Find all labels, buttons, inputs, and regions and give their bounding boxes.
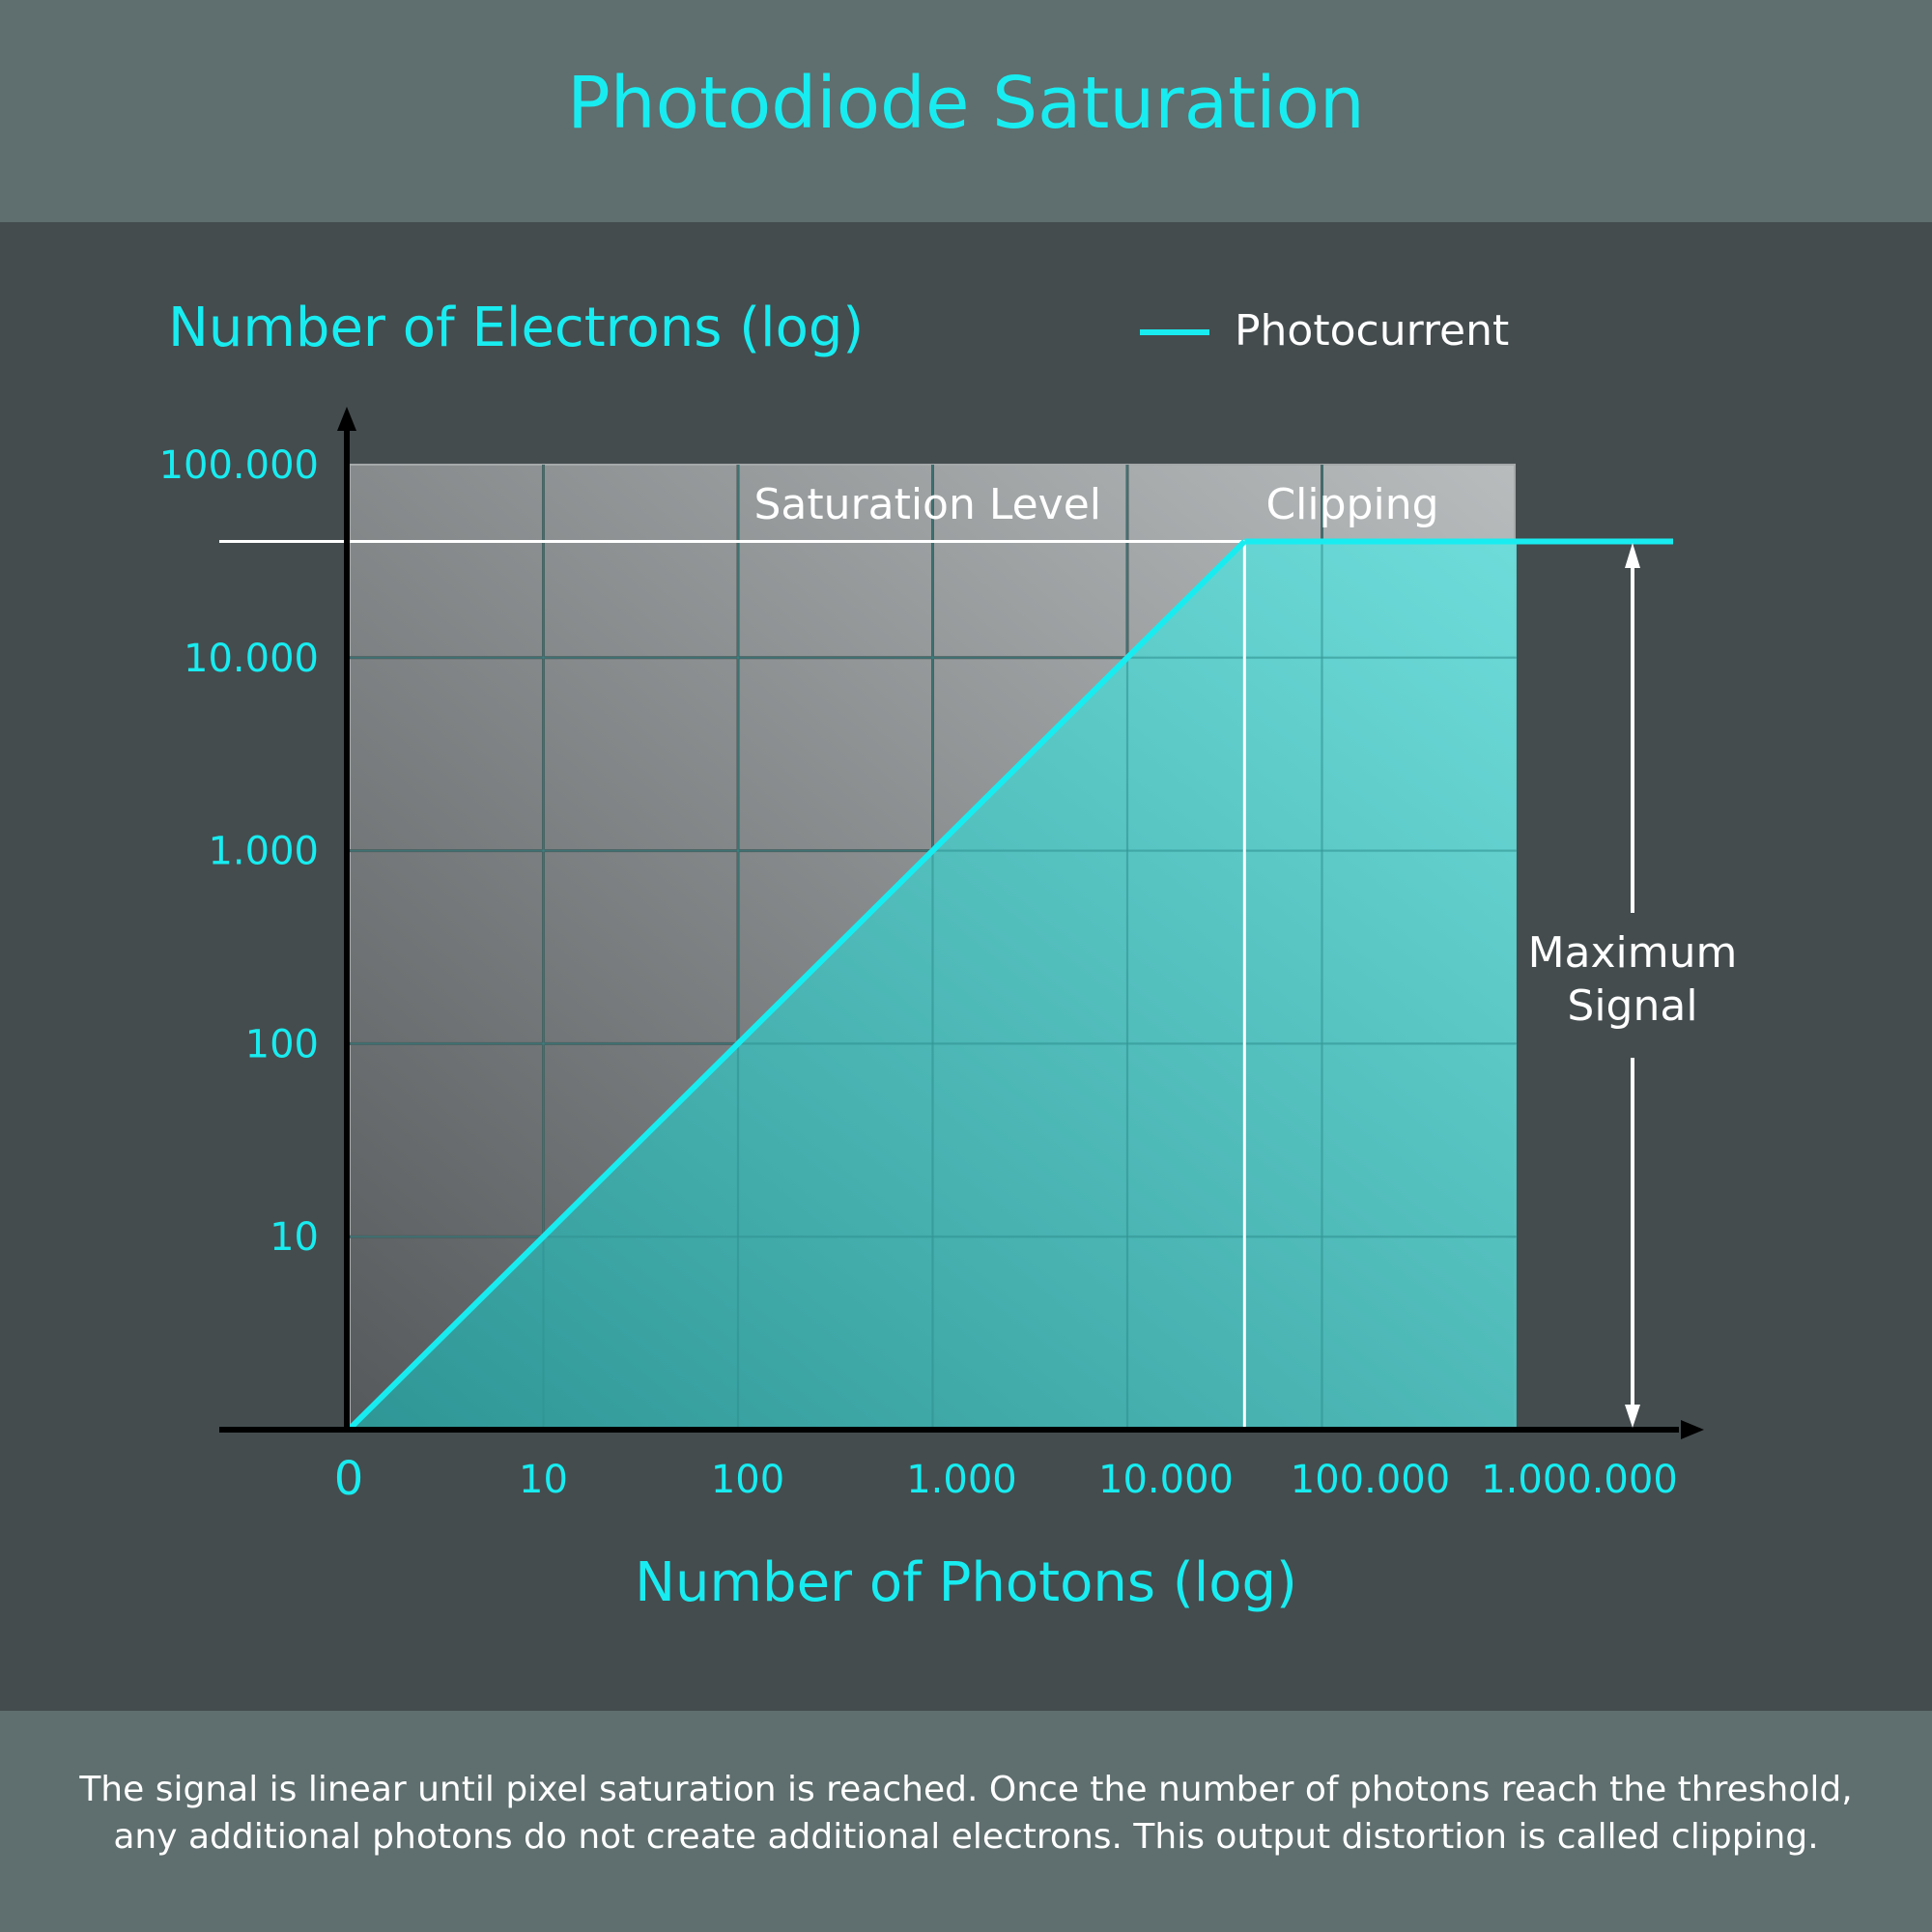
x-tick-label: 0 [334, 1452, 364, 1506]
x-tick-label: 1.000.000 [1481, 1458, 1678, 1502]
photocurrent-line [346, 539, 1247, 1433]
y-tick-label: 10.000 [184, 637, 319, 681]
y-tick-label: 100 [245, 1022, 319, 1066]
x-tick-label: 100 [711, 1458, 784, 1502]
x-axis-title: Number of Photons (log) [635, 1551, 1297, 1614]
clipping-label: Clipping [1265, 480, 1438, 529]
y-tick-label: 1.000 [208, 830, 319, 874]
y-axis-arrow [337, 407, 356, 431]
max-signal-label-line1: Maximum [1528, 928, 1738, 978]
legend-label: Photocurrent [1235, 306, 1509, 355]
page-title: Photodiode Saturation [567, 62, 1365, 145]
max-signal-arrowhead-down [1625, 1405, 1640, 1428]
caption-line-2: any additional photons do not create add… [113, 1817, 1819, 1857]
x-tick-label: 100.000 [1291, 1458, 1450, 1502]
max-signal-arrowhead-up [1625, 543, 1640, 568]
x-tick-label: 1.000 [906, 1458, 1017, 1502]
caption: The signal is linear until pixel saturat… [19, 1766, 1913, 1861]
max-signal-label-line2: Signal [1567, 981, 1697, 1031]
saturation-level-label: Saturation Level [754, 480, 1102, 529]
y-tick-labels: 10 100 1.000 10.000 100.000 [159, 443, 319, 1260]
x-tick-label: 10 [519, 1458, 568, 1502]
caption-line-1: The signal is linear until pixel saturat… [79, 1770, 1853, 1809]
header-band [0, 0, 1932, 222]
grid-lines-overlay [349, 465, 1517, 1430]
y-tick-label: 100.000 [159, 443, 319, 488]
y-axis-title: Number of Electrons (log) [168, 297, 864, 359]
x-tick-labels: 0 10 100 1.000 10.000 100.000 1.000.000 [334, 1452, 1678, 1506]
x-axis-arrow [1681, 1420, 1704, 1439]
x-tick-label: 10.000 [1098, 1458, 1234, 1502]
footer-band [0, 1711, 1932, 1932]
y-tick-label: 10 [270, 1215, 319, 1260]
